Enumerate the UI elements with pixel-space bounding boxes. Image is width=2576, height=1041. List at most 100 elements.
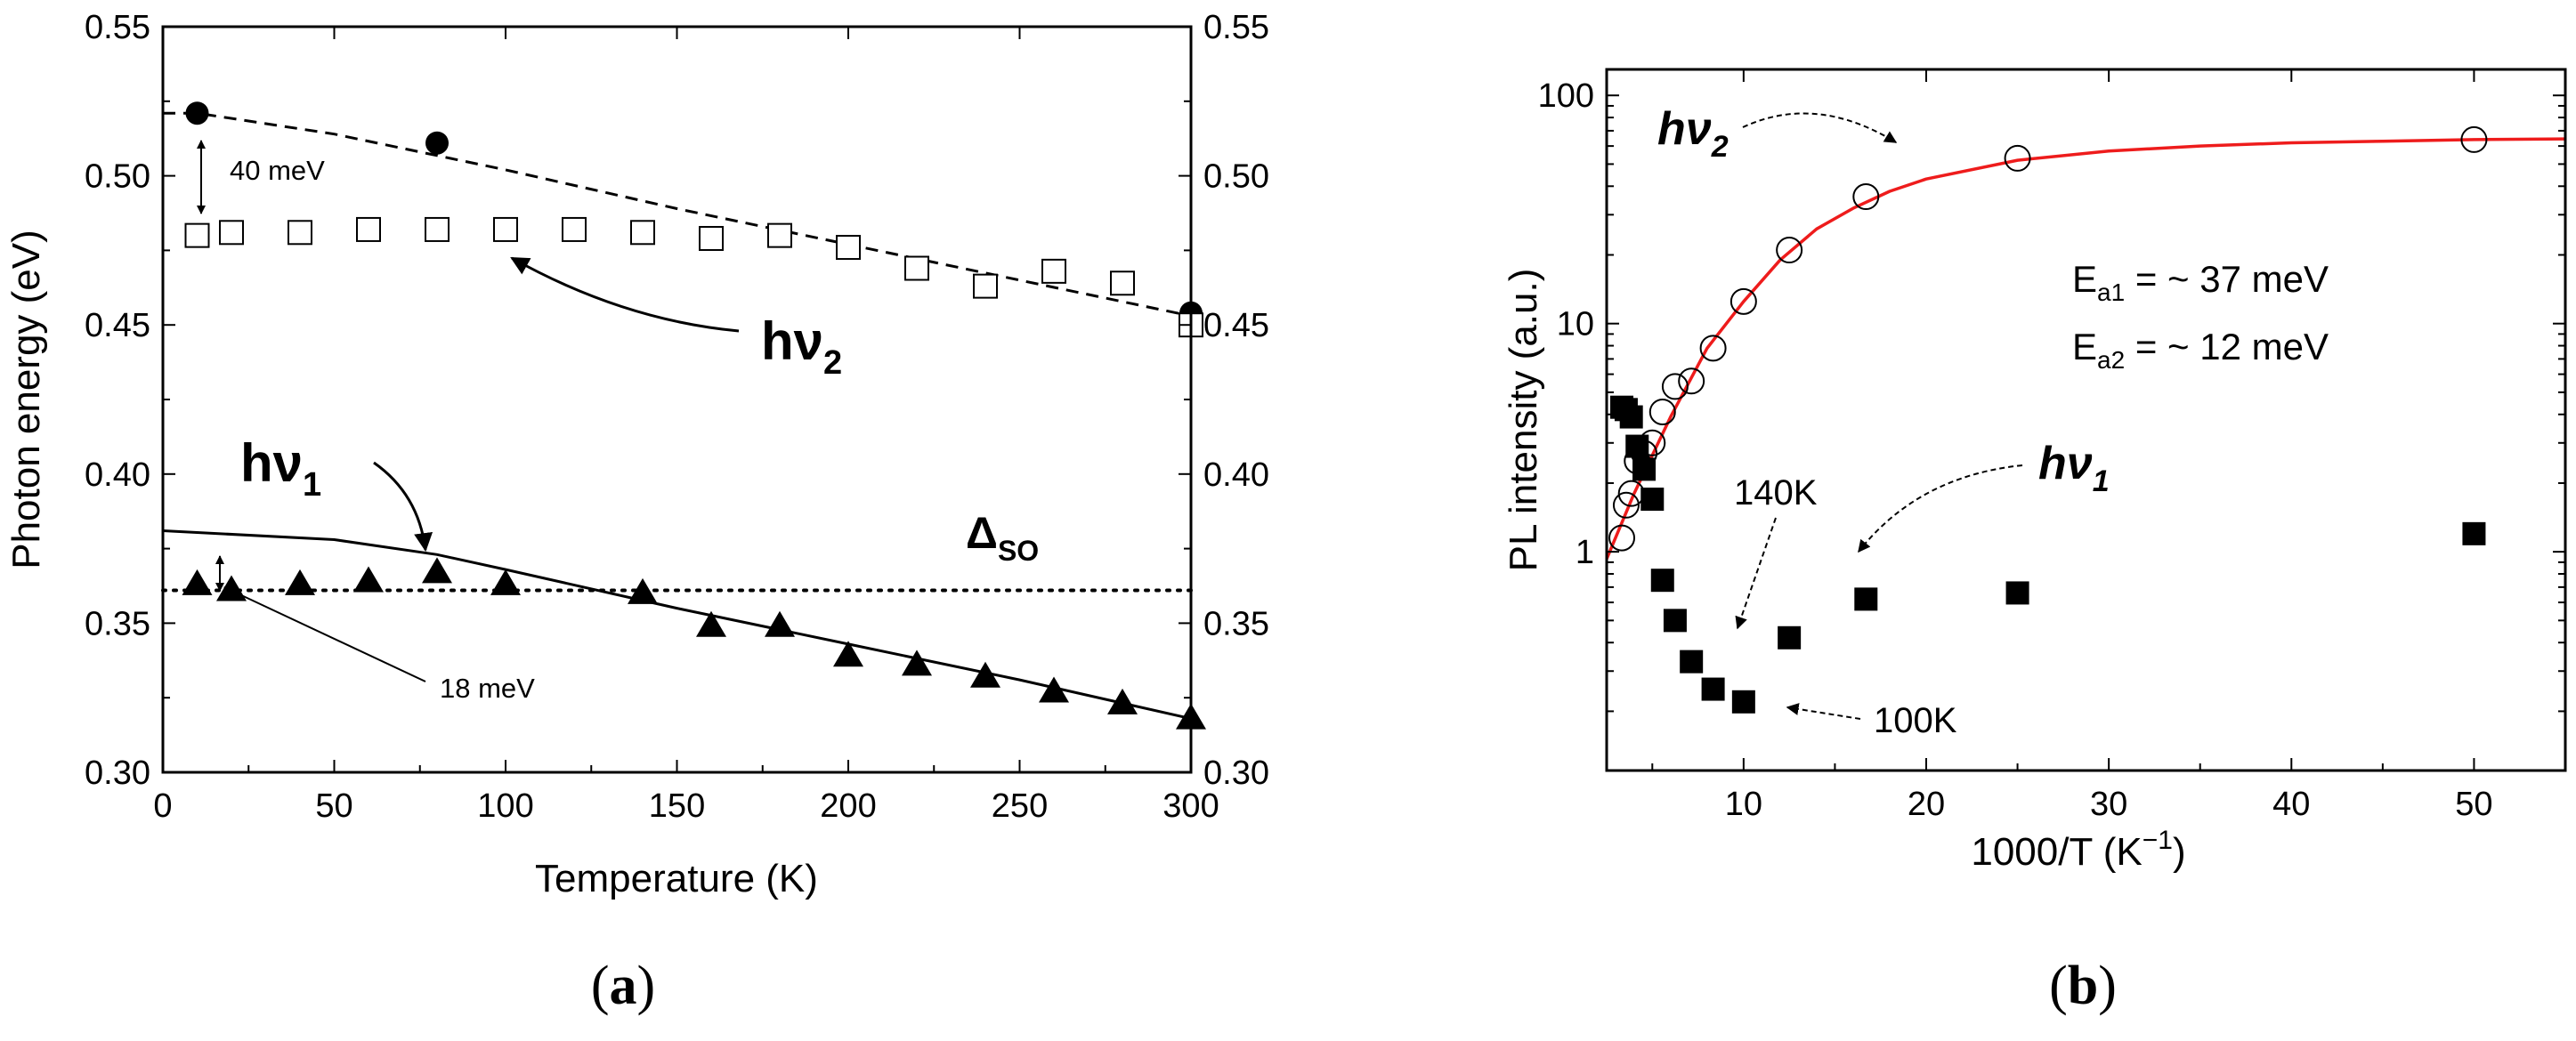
panel-b-point-open-circle xyxy=(1661,373,1689,400)
panel-a-x-tick-label: 0 xyxy=(153,787,172,825)
panel-b-point-open-circle xyxy=(2004,144,2031,172)
panel-a-point-filled-triangle xyxy=(1107,688,1138,714)
panel-a-delta-main: Δ xyxy=(966,508,998,558)
panel-b-hv2-main: hν xyxy=(1657,103,1712,155)
panel-b-point-filled-square xyxy=(2462,521,2486,545)
panel-a-label-delta-so: ΔSO xyxy=(966,508,1039,567)
panel-b-xlabel-sup: −1 xyxy=(2143,826,2173,855)
panel-a-point-open-square xyxy=(1041,258,1066,284)
panel-b-ea2-sub: a2 xyxy=(2097,346,2125,374)
panel-a-delta-sub: SO xyxy=(998,535,1039,567)
panel-b-plot-frame xyxy=(1605,68,2567,772)
panel-b-140k-arrow xyxy=(1735,517,1777,630)
panel-b-point-open-circle xyxy=(2460,125,2488,153)
panel-b-xlabel-main: 1000/T (K xyxy=(1971,830,2142,874)
panel-b-point-filled-square xyxy=(1701,677,1725,701)
panel-b-ea1-rest: = ~ 37 meV xyxy=(2125,258,2329,300)
panel-b-label-hv1: hν1 xyxy=(2038,438,2110,498)
panel-b-ticks: 10 20 30 40 50 1 10 100 xyxy=(1538,69,2565,823)
panel-a-hv1-sub: 1 xyxy=(303,466,321,504)
panel-a-point-open-square xyxy=(904,255,929,281)
panel-a-point-filled-triangle xyxy=(833,641,863,667)
panel-a-x-tick-label: 50 xyxy=(315,787,352,825)
panel-a-y-axis-label: Photon energy (eV) xyxy=(4,230,48,569)
panel-b-x-tick-label: 50 xyxy=(2455,786,2492,823)
panel-b-point-open-circle xyxy=(1729,287,1757,315)
panel-b-hv1-sub: 1 xyxy=(2093,464,2110,498)
panel-a-y-tick-label: 0.45 xyxy=(85,307,150,344)
panel-a-point-filled-circle xyxy=(185,101,209,125)
panel-a-caption-letter: a xyxy=(610,956,637,1016)
panel-a-y-tick-label: 0.55 xyxy=(85,9,150,46)
panel-a-point-filled-triangle xyxy=(765,610,795,637)
panel-b-point-filled-square xyxy=(1625,434,1649,458)
panel-a-point-filled-triangle xyxy=(970,661,1000,688)
panel-a-y-tick-label-right: 0.35 xyxy=(1203,605,1269,642)
panel-a-x-tick-label: 100 xyxy=(477,787,533,825)
panel-b-ea1-main: E xyxy=(2072,258,2097,300)
panel-b-ea1-sub: a1 xyxy=(2097,278,2125,306)
panel-a-x-axis-label: Temperature (K) xyxy=(535,857,818,900)
panel-a-y-tick-label-right: 0.45 xyxy=(1203,307,1269,344)
panel-b-point-open-circle xyxy=(1852,183,1880,211)
panel-a-x-tick-label: 250 xyxy=(992,787,1048,825)
panel-a-y-tick-label-right: 0.55 xyxy=(1203,9,1269,46)
panel-b-x-tick-label: 10 xyxy=(1725,786,1762,823)
panel-a-y-tick-label: 0.40 xyxy=(85,456,150,494)
panel-b-label-ea2: Ea2 = ~ 12 meV xyxy=(2072,326,2329,374)
panel-b-markers xyxy=(1608,125,2488,714)
panel-a-point-filled-triangle xyxy=(902,650,932,676)
panel-b-fit xyxy=(1605,137,2566,560)
panel-b-ea2-rest: = ~ 12 meV xyxy=(2125,326,2329,367)
panel-b-point-open-circle xyxy=(1612,491,1640,519)
panel-b-point-filled-square xyxy=(1632,457,1657,481)
panel-b-hv2-sub: 2 xyxy=(1711,130,1729,164)
panel-b-point-filled-square xyxy=(1663,609,1687,633)
panel-b-y-tick-label: 10 xyxy=(1557,306,1594,343)
panel-a-point-filled-triangle xyxy=(422,557,452,584)
panel-b-100k-arrow xyxy=(1786,703,1861,720)
panel-a-point-filled-triangle xyxy=(216,575,247,601)
panel-b-point-filled-square xyxy=(1650,569,1674,593)
panel-a-x-tick-label: 200 xyxy=(820,787,876,825)
panel-a-point-open-square xyxy=(425,216,450,242)
panel-a-hv2-sub: 2 xyxy=(823,344,842,382)
panel-b-hv2-arrow xyxy=(1742,112,1898,143)
panel-b-y-axis-label: PL intensity (a.u.) xyxy=(1502,269,1545,572)
panel-b-point-filled-square xyxy=(1619,405,1643,429)
panel-a-label-18mev: 18 meV xyxy=(440,673,535,704)
panel-a-point-filled-triangle xyxy=(285,569,315,595)
panel-b-hv1-arrow xyxy=(1858,464,2023,553)
panel-a-markers xyxy=(182,101,1206,730)
panel-b-caption-letter: b xyxy=(2068,956,2098,1016)
panel-a-label-hv2: hν2 xyxy=(761,311,842,382)
panel-a-point-open-square xyxy=(836,235,861,261)
panel-b-point-open-circle xyxy=(1678,367,1705,395)
panel-a-point-open-square xyxy=(356,216,381,242)
panel-b-point-filled-square xyxy=(1854,587,1878,611)
panel-a-point-open-square xyxy=(699,225,724,251)
panel-a-18mev-pointer xyxy=(223,586,426,682)
panel-b-xlabel-end: ) xyxy=(2173,830,2186,874)
panel-b-point-filled-square xyxy=(1640,488,1665,512)
panel-a-label-40mev: 40 meV xyxy=(230,155,325,186)
panel-b-label-ea1: Ea1 = ~ 37 meV xyxy=(2072,258,2329,306)
panel-b-point-open-circle xyxy=(1608,524,1636,552)
panel-a-point-filled-triangle xyxy=(182,569,213,595)
panel-b-label-hv2: hν2 xyxy=(1657,103,1729,164)
panel-a-point-open-square xyxy=(493,216,518,242)
panel-b-y-tick-label: 100 xyxy=(1538,77,1594,115)
panel-b-x-tick-label: 40 xyxy=(2272,786,2310,823)
panel-a-hv2-main: hν xyxy=(761,311,823,371)
panel-b-label-100k: 100K xyxy=(1874,701,1957,740)
panel-b-point-open-circle xyxy=(1776,237,1803,264)
panel-a-dashed-line xyxy=(163,111,1192,318)
panel-b-point-open-circle xyxy=(1699,335,1727,362)
panel-a-plot-frame xyxy=(161,25,1193,774)
panel-a-point-open-square xyxy=(767,222,792,248)
panel-b-caption: (b) xyxy=(2049,956,2117,1016)
panel-b: 10 20 30 40 50 1 10 100 1000/T (K−1) PL intensi… xyxy=(1502,68,2567,1016)
panel-a-caption: (a) xyxy=(591,956,655,1016)
